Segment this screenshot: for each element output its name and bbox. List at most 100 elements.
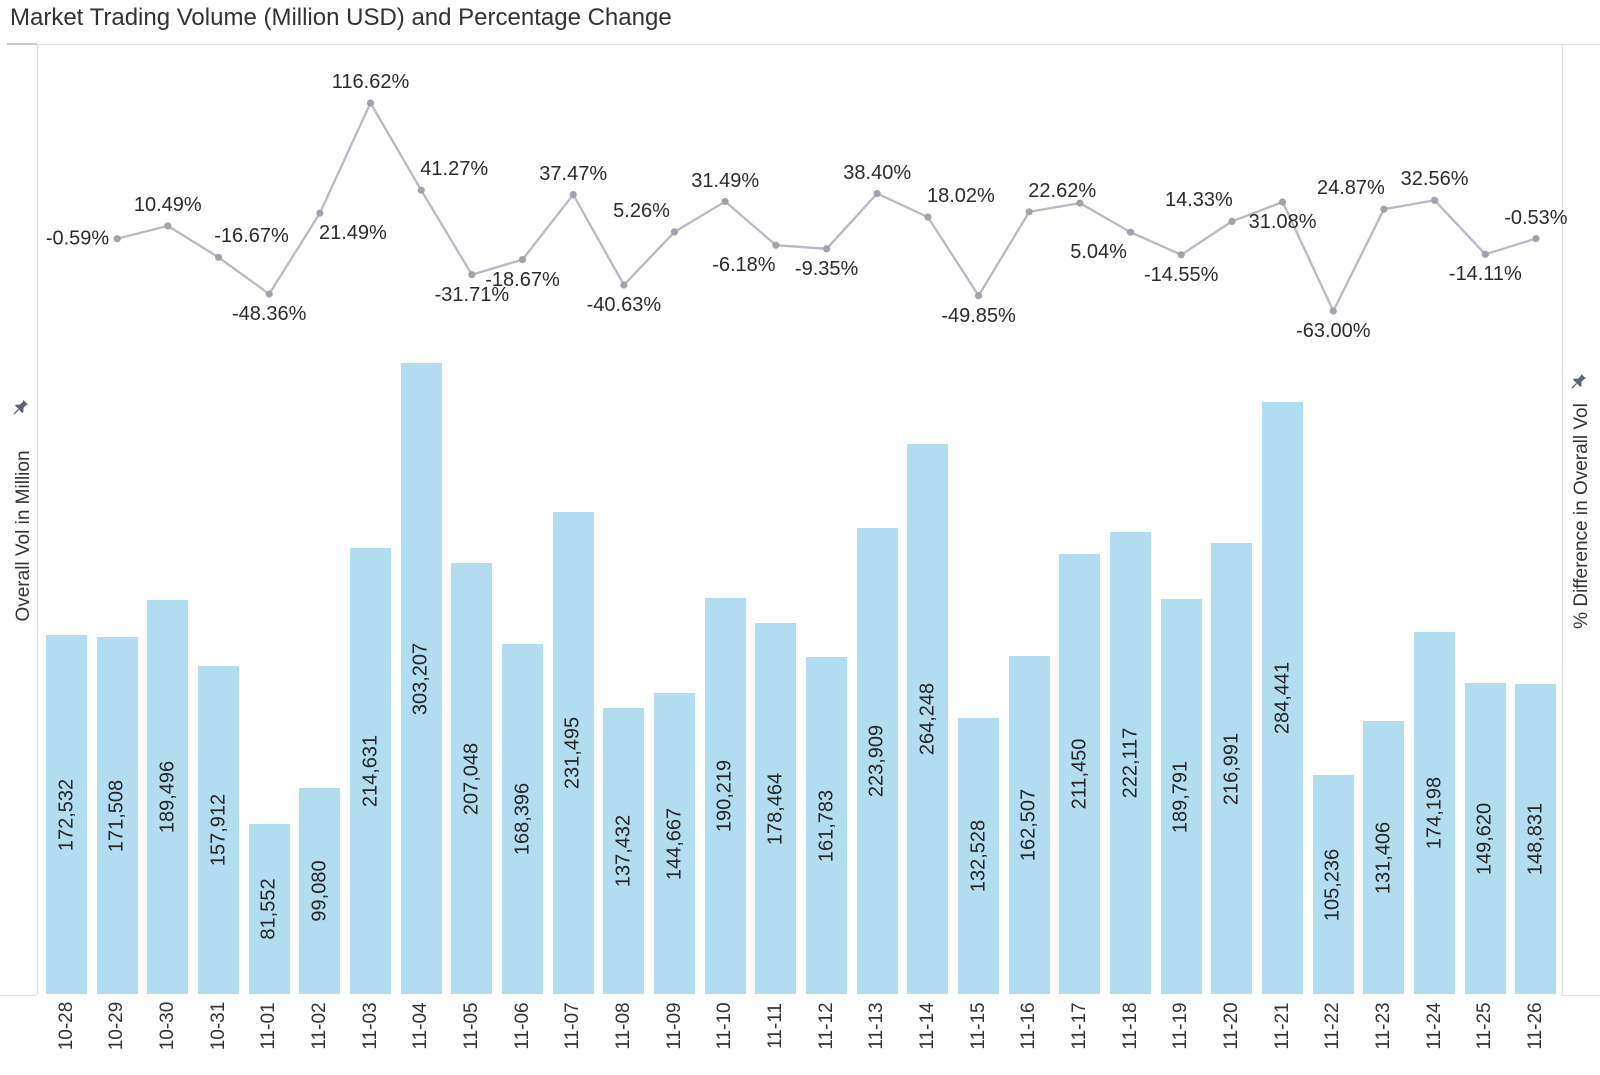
line-point-marker[interactable]: [924, 213, 932, 221]
line-point-marker[interactable]: [164, 222, 172, 230]
bar-value-label: 99,080: [308, 860, 331, 922]
pct-point-label: -0.59%: [45, 227, 110, 250]
pct-point-label: 18.02%: [926, 185, 995, 208]
volume-bar[interactable]: [1312, 775, 1354, 994]
bar-value-label: 211,450: [1068, 738, 1091, 810]
pct-point-label: -9.35%: [794, 257, 859, 280]
volume-bar[interactable]: [46, 635, 87, 994]
line-point-marker[interactable]: [721, 197, 729, 206]
line-point-marker[interactable]: [569, 191, 577, 199]
bar-value-label: 178,464: [764, 772, 787, 845]
volume-bar[interactable]: [1059, 554, 1101, 994]
plot-border-top: [7, 44, 1600, 45]
volume-bar[interactable]: [1008, 656, 1050, 994]
line-point-marker[interactable]: [366, 99, 375, 107]
line-point-marker[interactable]: [772, 241, 780, 249]
volume-bar[interactable]: [198, 666, 239, 994]
volume-bar[interactable]: [806, 657, 848, 994]
pct-point-label: 5.04%: [1070, 241, 1127, 264]
line-point-marker[interactable]: [316, 209, 324, 217]
line-point-marker[interactable]: [1279, 198, 1287, 206]
volume-bar[interactable]: [502, 644, 543, 994]
line-point-marker[interactable]: [518, 256, 527, 264]
pct-point-label: 21.49%: [318, 222, 387, 245]
line-point-marker[interactable]: [975, 292, 983, 300]
volume-bar[interactable]: [755, 623, 797, 994]
volume-bar[interactable]: [907, 444, 949, 994]
bar-value-label: 105,236: [1321, 848, 1344, 921]
bar-value-label: 216,991: [1220, 732, 1243, 805]
line-point-marker[interactable]: [1127, 228, 1135, 236]
pct-point-label: -49.85%: [941, 304, 1016, 327]
volume-bar[interactable]: [552, 512, 594, 994]
line-point-marker[interactable]: [1431, 196, 1439, 204]
pct-point-label: 32.56%: [1400, 168, 1469, 191]
line-point-marker[interactable]: [823, 245, 831, 253]
volume-bar[interactable]: [704, 598, 746, 994]
pct-point-label: -6.18%: [712, 254, 776, 277]
bar-value-label: 172,532: [55, 778, 77, 851]
line-point-marker[interactable]: [1329, 307, 1337, 315]
bar-value-label: 214,631: [359, 734, 382, 808]
volume-bar[interactable]: [1515, 684, 1557, 994]
line-point-marker[interactable]: [113, 235, 121, 243]
bar-value-label: 149,620: [1473, 802, 1496, 875]
volume-bar[interactable]: [603, 708, 645, 994]
line-point-marker[interactable]: [1380, 205, 1388, 213]
volume-bar[interactable]: [958, 718, 1000, 994]
line-point-marker[interactable]: [1481, 250, 1489, 258]
volume-bar[interactable]: [248, 824, 290, 994]
line-point-marker[interactable]: [417, 186, 425, 194]
right-axis-pin-icon[interactable]: [1567, 371, 1589, 393]
line-point-marker[interactable]: [1177, 251, 1185, 259]
bar-value-label: 148,831: [1524, 802, 1547, 876]
volume-bar[interactable]: [451, 563, 493, 994]
volume-bar[interactable]: [1464, 683, 1506, 994]
volume-bar[interactable]: [1414, 632, 1456, 994]
pct-point-label: -18.67%: [485, 268, 560, 291]
line-point-marker[interactable]: [265, 290, 273, 298]
volume-bar[interactable]: [147, 600, 189, 994]
plot-border-left: [37, 45, 38, 995]
volume-bar[interactable]: [96, 637, 138, 994]
pct-point-label: -31.71%: [434, 283, 510, 306]
bar-value-label: 171,508: [105, 779, 128, 852]
bar-value-label: 190,219: [713, 759, 736, 833]
bar-value-label: 189,496: [156, 760, 179, 834]
line-point-marker[interactable]: [214, 253, 223, 261]
line-point-marker[interactable]: [873, 189, 881, 198]
volume-bar[interactable]: [1160, 599, 1202, 994]
volume-bar[interactable]: [1262, 402, 1304, 994]
pct-point-label: 37.47%: [539, 162, 608, 185]
bar-value-label: 157,912: [207, 793, 229, 867]
line-point-marker[interactable]: [1228, 217, 1236, 225]
plot-border-top-left-segment: [7, 43, 37, 45]
pct-point-label: 10.49%: [133, 193, 202, 216]
volume-bar[interactable]: [350, 548, 391, 994]
pct-point-label: 22.62%: [1028, 179, 1097, 202]
volume-bar[interactable]: [856, 528, 898, 994]
line-point-marker[interactable]: [1532, 235, 1540, 243]
line-point-marker[interactable]: [620, 281, 628, 289]
bar-value-label: 174,198: [1423, 776, 1446, 850]
volume-bar[interactable]: [654, 693, 695, 994]
volume-bar[interactable]: [1110, 532, 1152, 994]
bar-value-label: 264,248: [916, 682, 939, 756]
line-point-marker[interactable]: [1076, 199, 1084, 207]
left-axis-pin-icon[interactable]: [9, 397, 31, 419]
line-point-marker[interactable]: [670, 228, 679, 236]
pct-point-label: -14.11%: [1448, 263, 1522, 286]
volume-bar[interactable]: [400, 363, 442, 994]
chart-title: Market Trading Volume (Million USD) and …: [10, 4, 672, 31]
volume-bar[interactable]: [1363, 721, 1405, 994]
bar-value-label: 303,207: [409, 642, 432, 715]
bar-value-label: 161,783: [815, 789, 838, 862]
line-point-marker[interactable]: [1025, 208, 1033, 216]
pct-point-label: -14.55%: [1143, 263, 1219, 286]
volume-bar[interactable]: [1211, 543, 1253, 994]
bar-value-label: 223,909: [865, 724, 888, 798]
volume-bar[interactable]: [299, 788, 341, 994]
line-point-marker[interactable]: [468, 271, 476, 279]
